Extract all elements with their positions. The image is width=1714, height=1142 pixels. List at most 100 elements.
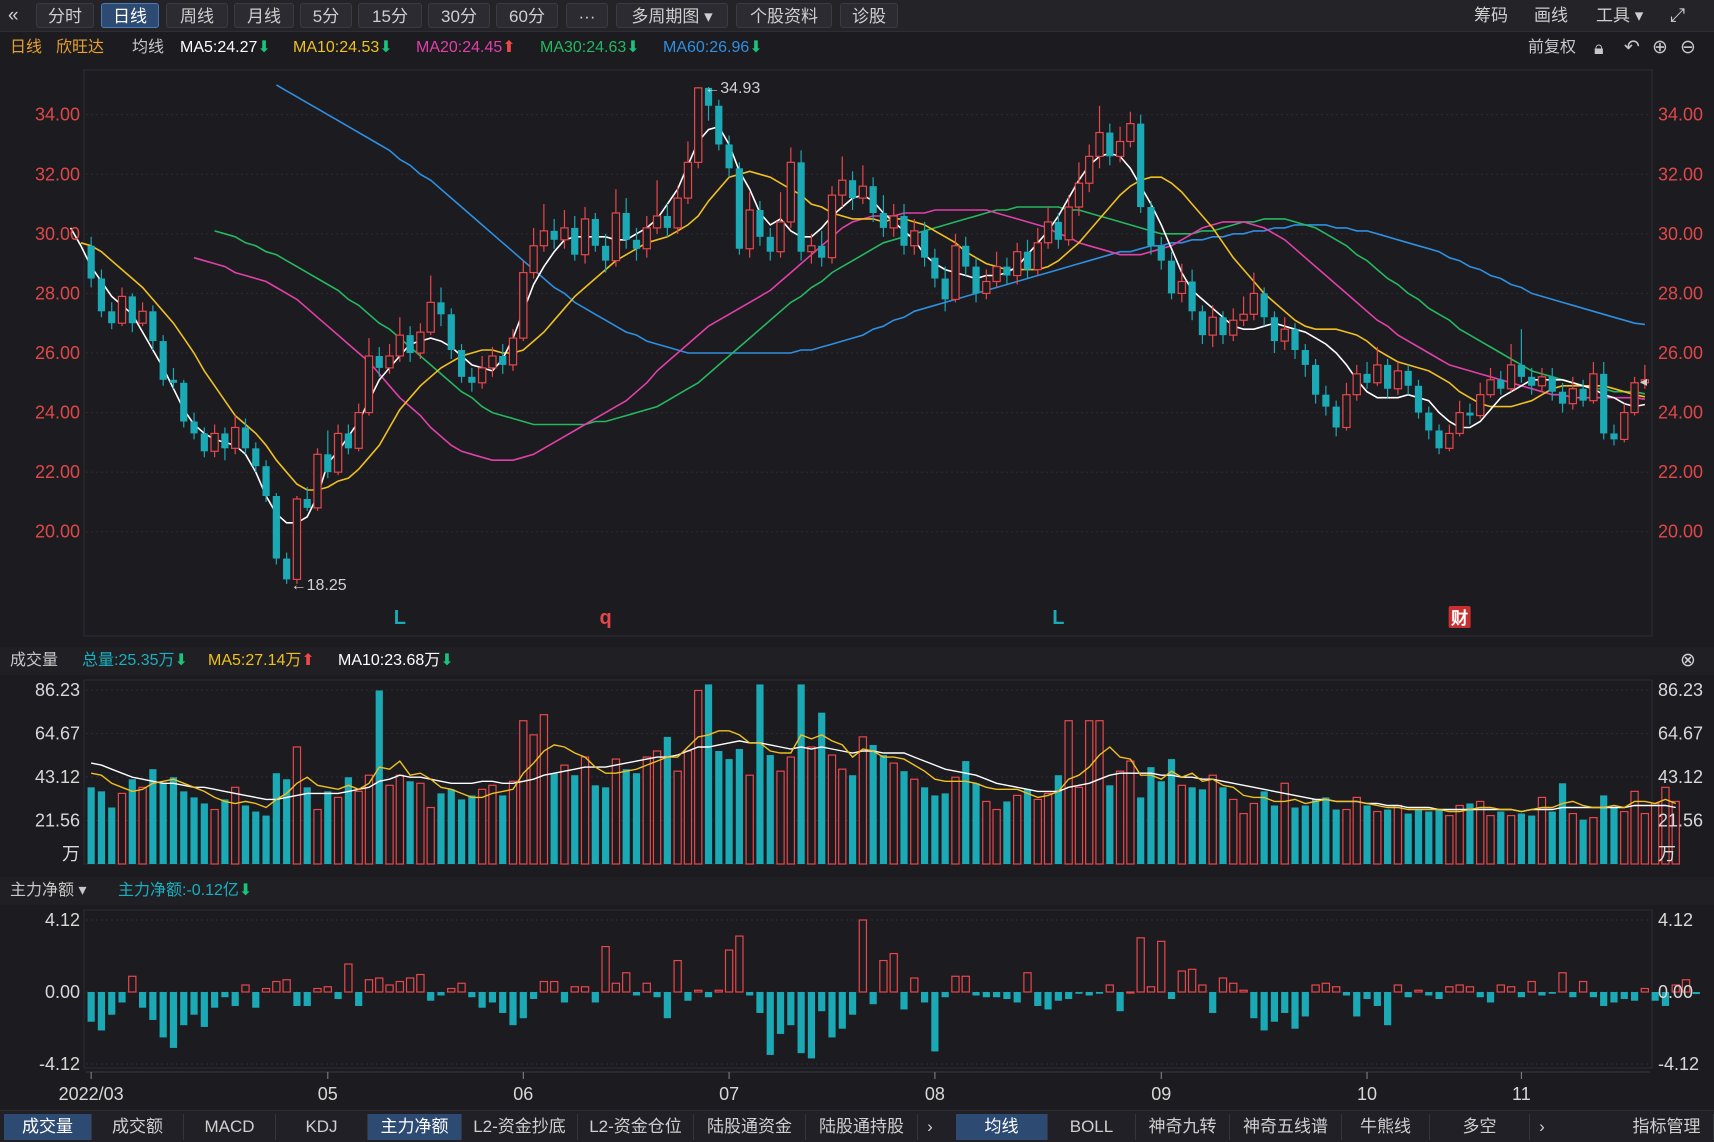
candle-body	[97, 278, 106, 312]
tab-5min[interactable]: 5分	[300, 3, 352, 28]
candle	[324, 430, 332, 479]
undo-icon[interactable]: ↶	[1624, 37, 1640, 58]
candle	[580, 207, 590, 264]
net-inflow-bar	[972, 992, 980, 996]
candle	[1054, 212, 1062, 249]
tab-kdj[interactable]: KDJ	[276, 1114, 368, 1140]
volume-bar	[1506, 814, 1516, 865]
volume-bar	[1074, 786, 1084, 865]
multi-period-dropdown[interactable]: 多周期图 ▾	[616, 3, 728, 28]
net-inflow-bar	[1445, 986, 1454, 993]
net-inflow-bar	[1630, 992, 1639, 1001]
net-inflow-bar	[252, 992, 260, 1008]
close-circle-icon[interactable]: ⊗	[1680, 650, 1696, 671]
tab-long-short[interactable]: 多空	[1430, 1114, 1530, 1140]
volume-bar	[1332, 809, 1340, 864]
candle	[1414, 379, 1423, 419]
net-inflow-bar	[663, 992, 671, 1019]
volume-bar	[87, 787, 95, 864]
volume-bar	[869, 744, 877, 864]
tab-l2-bottom[interactable]: L2-资金抄底	[462, 1114, 578, 1140]
net-inflow-bar	[838, 992, 846, 1029]
zoom-in-icon[interactable]: ⊕	[1652, 37, 1668, 58]
net-inflow-bar	[190, 992, 198, 1015]
tab-macd[interactable]: MACD	[184, 1114, 276, 1140]
volume-bar	[632, 773, 641, 864]
more-periods-button[interactable]: ···	[566, 3, 608, 28]
x-axis-label: 2022/03	[59, 1084, 124, 1104]
candle-body	[663, 215, 671, 228]
net-inflow-bar	[1085, 992, 1093, 996]
volume-bar	[1106, 785, 1114, 864]
tab-60min[interactable]: 60分	[496, 3, 558, 28]
tab-main-net[interactable]: 主力净额	[368, 1114, 462, 1140]
stock-profile-button[interactable]: 个股资料	[736, 3, 832, 28]
tab-bull-bear[interactable]: 牛熊线	[1342, 1114, 1430, 1140]
tab-daily[interactable]: 日线	[101, 3, 159, 28]
tab-15min[interactable]: 15分	[358, 3, 422, 28]
volume-bar	[539, 714, 549, 865]
volume-bar	[571, 775, 579, 864]
candle-body	[539, 230, 549, 247]
chevron-right-icon-2[interactable]: ›	[1539, 1117, 1545, 1136]
chip-distribution-button[interactable]: 筹码	[1474, 6, 1508, 25]
volume-bar	[108, 807, 116, 864]
candle-body	[683, 161, 693, 199]
tab-volume[interactable]: 成交量	[4, 1114, 92, 1140]
volume-bar	[766, 755, 774, 864]
adjust-mode[interactable]: 前复权	[1528, 39, 1577, 56]
flow-indicator-dropdown[interactable]: 主力净额 ▾	[10, 882, 87, 899]
tab-hk-holding[interactable]: 陆股通持股	[806, 1114, 918, 1140]
net-inflow-bar	[601, 945, 610, 993]
candle	[1506, 344, 1516, 392]
x-axis-label: 09	[1151, 1084, 1171, 1104]
candle-body	[1260, 293, 1268, 318]
stock-name[interactable]: 欣旺达	[56, 39, 105, 56]
tab-l2-position[interactable]: L2-资金仓位	[578, 1114, 694, 1140]
tab-magic-nine[interactable]: 神奇九转	[1136, 1114, 1230, 1140]
candle	[1476, 382, 1485, 419]
candle-body	[385, 355, 394, 369]
volume-bar	[745, 774, 754, 865]
candle-body	[827, 194, 837, 259]
lock-icon[interactable]: 🔒︎	[1594, 38, 1604, 58]
tab-intraday[interactable]: 分时	[36, 3, 94, 28]
zoom-out-icon[interactable]: ⊖	[1680, 37, 1696, 58]
candle-body	[508, 337, 518, 366]
tab-monthly[interactable]: 月线	[234, 3, 294, 28]
volume-bar	[1650, 802, 1660, 865]
tab-turnover[interactable]: 成交额	[92, 1114, 184, 1140]
tab-magic-five[interactable]: 神奇五线谱	[1230, 1114, 1342, 1140]
net-inflow-bar	[1075, 992, 1083, 994]
drawing-button[interactable]: 画线	[1534, 6, 1568, 25]
chevron-right-icon[interactable]: ›	[927, 1117, 933, 1136]
candle-body	[571, 227, 579, 255]
volume-bar	[786, 756, 796, 865]
tab-ma[interactable]: 均线	[956, 1114, 1048, 1140]
net-inflow-bar	[1281, 992, 1289, 1013]
volume-bar	[1445, 814, 1454, 865]
tools-dropdown[interactable]: 工具 ▾	[1596, 6, 1644, 25]
tab-weekly[interactable]: 周线	[166, 3, 228, 28]
volume-bar	[1548, 811, 1556, 864]
net-inflow-bar	[931, 992, 939, 1052]
candle	[499, 344, 507, 374]
diagnose-button[interactable]: 诊股	[840, 3, 898, 28]
ma-label[interactable]: 均线	[132, 39, 165, 56]
candle-body	[128, 296, 136, 324]
tab-boll[interactable]: BOLL	[1048, 1114, 1136, 1140]
candle-body	[1147, 207, 1155, 246]
double-chevron-left-icon[interactable]: «	[8, 5, 19, 26]
tab-30min[interactable]: 30分	[428, 3, 490, 28]
tab-indicator-manage[interactable]: 指标管理	[1620, 1114, 1714, 1140]
stock-chart[interactable]: 34.00 34.00 32.00 32.00 30.00 30.00 28.00 28.00…	[0, 0, 1714, 1110]
candle-body	[972, 266, 980, 294]
net-inflow-bar	[1393, 984, 1403, 993]
volume-title[interactable]: 成交量	[10, 652, 59, 669]
volume-bar	[468, 795, 476, 864]
candle-body	[1208, 316, 1217, 336]
candle-body	[838, 179, 847, 196]
volume-bar	[611, 758, 621, 865]
tab-hk-flow[interactable]: 陆股通资金	[694, 1114, 806, 1140]
fullscreen-icon[interactable]: ⤢	[1670, 5, 1686, 26]
